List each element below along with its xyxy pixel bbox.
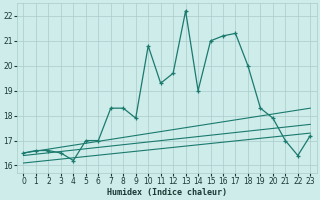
X-axis label: Humidex (Indice chaleur): Humidex (Indice chaleur)	[107, 188, 227, 197]
